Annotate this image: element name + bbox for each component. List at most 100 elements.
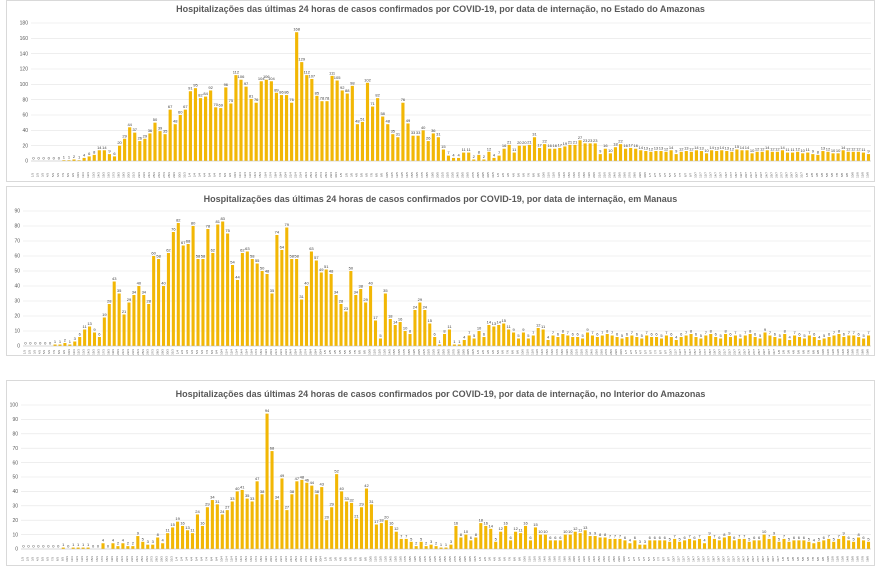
- x-tick-label: 19/3: [122, 172, 126, 178]
- bar: [477, 331, 481, 346]
- x-tick-label: 6/7: [649, 350, 653, 355]
- data-label: 39: [158, 126, 163, 131]
- bar: [684, 335, 688, 346]
- data-label: 92: [340, 85, 345, 90]
- data-label: 3: [450, 539, 453, 544]
- data-label: 112: [233, 70, 240, 75]
- bar: [531, 335, 535, 346]
- data-label: 7: [674, 533, 677, 538]
- data-label: 9: [675, 149, 678, 154]
- x-tick-label: 13/3: [80, 556, 84, 562]
- x-tick-label: 11/5: [373, 556, 377, 562]
- x-tick-label: 15/5: [393, 556, 397, 562]
- x-tick-label: 16/7: [701, 556, 705, 562]
- bar: [742, 538, 746, 549]
- bar: [563, 534, 567, 549]
- data-label: 8: [606, 329, 609, 334]
- bar: [386, 124, 390, 161]
- data-label: 0: [29, 341, 32, 346]
- data-label: 7: [567, 330, 570, 335]
- x-tick-label: 10/6: [523, 556, 527, 562]
- x-tick-label: 8/6: [513, 557, 517, 562]
- bar: [502, 323, 506, 346]
- bar: [802, 338, 806, 346]
- x-tick-label: 2/3: [25, 557, 29, 562]
- x-tick-label: 7/5: [354, 557, 358, 562]
- bar: [156, 537, 160, 549]
- bar: [796, 151, 800, 161]
- data-label: 7: [793, 330, 796, 335]
- bar: [861, 152, 865, 161]
- data-label: 1: [68, 155, 71, 160]
- x-tick-label: 17/5: [402, 349, 406, 355]
- data-label: 18: [379, 518, 384, 523]
- data-label: 24: [423, 305, 428, 310]
- x-tick-label: 11/4: [224, 556, 228, 562]
- data-label: 5: [420, 536, 423, 541]
- data-label: 1: [445, 542, 448, 547]
- bar: [639, 150, 643, 161]
- data-label: 2: [483, 154, 486, 159]
- x-tick-label: 30/3: [165, 349, 169, 355]
- data-label: 14: [489, 523, 494, 528]
- x-tick-label: 19/7: [713, 349, 717, 355]
- x-tick-label: 18/8: [866, 556, 870, 562]
- data-label: 4: [818, 335, 821, 340]
- bar: [290, 494, 294, 549]
- bar: [254, 102, 258, 161]
- x-tick-label: 26/7: [751, 556, 755, 562]
- data-label: 9: [708, 531, 711, 536]
- x-tick-label: 23/7: [736, 556, 740, 562]
- data-label: 16: [523, 520, 528, 525]
- bar: [196, 259, 200, 346]
- x-tick-label: 20/5: [417, 349, 421, 355]
- bar: [527, 144, 532, 161]
- bar: [679, 337, 683, 346]
- data-label: 4: [122, 538, 125, 543]
- x-tick-label: 12/4: [243, 172, 247, 178]
- data-label: 27: [285, 505, 290, 510]
- data-label: 9: [594, 531, 597, 536]
- data-label: 13: [654, 146, 659, 151]
- bar: [406, 123, 410, 161]
- data-label: 1: [87, 542, 90, 547]
- data-label: 24: [220, 509, 225, 514]
- x-tick-label: 22/3: [137, 172, 141, 178]
- bar: [414, 546, 418, 549]
- bar: [674, 340, 678, 346]
- bar: [265, 413, 269, 549]
- bar: [635, 337, 639, 346]
- bar: [822, 338, 826, 346]
- x-tick-label: 4/3: [37, 350, 41, 355]
- bar: [487, 325, 491, 346]
- x-tick-label: 11/6: [547, 172, 551, 178]
- data-label: 5: [641, 333, 644, 338]
- bar: [418, 302, 422, 346]
- data-label: 8: [93, 149, 96, 154]
- x-tick-label: 24/6: [589, 349, 593, 355]
- data-label: 6: [650, 332, 653, 337]
- data-label: 33: [344, 496, 349, 501]
- bar: [220, 514, 224, 549]
- data-label: 5: [660, 333, 663, 338]
- x-tick-label: 1/5: [339, 173, 343, 178]
- bar: [649, 151, 653, 161]
- x-tick-label: 9/3: [71, 173, 75, 178]
- data-label: 5: [581, 333, 584, 338]
- bar: [117, 145, 122, 161]
- data-label: 16: [454, 520, 459, 525]
- bar: [812, 337, 816, 346]
- x-tick-label: 12/5: [378, 556, 382, 562]
- data-label: 1: [63, 155, 66, 160]
- x-tick-label: 29/5: [463, 556, 467, 562]
- data-label: 6: [813, 332, 816, 337]
- x-tick-label: 15/3: [91, 349, 95, 355]
- x-tick-label: 16/7: [724, 172, 728, 178]
- bar: [728, 337, 733, 346]
- y-tick-label: 0: [17, 344, 20, 350]
- bar: [314, 260, 318, 346]
- x-tick-label: 6/7: [652, 557, 656, 562]
- bar: [732, 540, 736, 549]
- bar: [717, 540, 721, 549]
- data-label: 102: [364, 77, 371, 82]
